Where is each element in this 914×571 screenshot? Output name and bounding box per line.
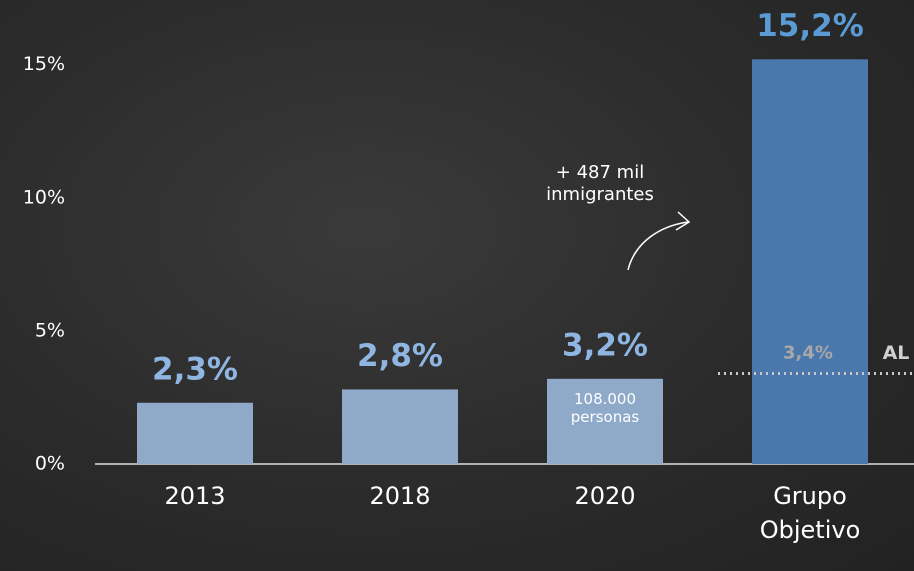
x-tick-label: 2018 xyxy=(340,480,460,514)
y-tick-label: 10% xyxy=(23,186,65,208)
bar xyxy=(342,389,458,464)
annotation-arrow xyxy=(628,222,688,270)
reference-label: 3,4% xyxy=(783,342,833,363)
bar-annotation: 108.000 personas xyxy=(547,390,663,426)
x-tick-label: Grupo Objetivo xyxy=(750,480,870,547)
x-tick-label: 2013 xyxy=(135,480,255,514)
value-label: 3,2% xyxy=(562,327,648,363)
value-label: 15,2% xyxy=(756,8,864,44)
value-label: 2,3% xyxy=(152,351,238,387)
arrow-head xyxy=(676,212,689,230)
bar xyxy=(137,403,253,464)
chart: 0% 5% 10% 15% 2,3% 2,8% 3,2% 15,2% 3,4% AL 2013 20… xyxy=(0,0,914,571)
y-tick-label: 0% xyxy=(35,453,65,475)
x-tick-label: 2020 xyxy=(545,480,665,514)
y-tick-label: 15% xyxy=(23,53,65,75)
y-tick-label: 5% xyxy=(35,319,65,341)
reference-name: AL xyxy=(883,342,910,364)
annotation: + 487 mil inmigrantes xyxy=(535,162,665,205)
value-label: 2,8% xyxy=(357,338,443,374)
bar xyxy=(752,59,868,464)
